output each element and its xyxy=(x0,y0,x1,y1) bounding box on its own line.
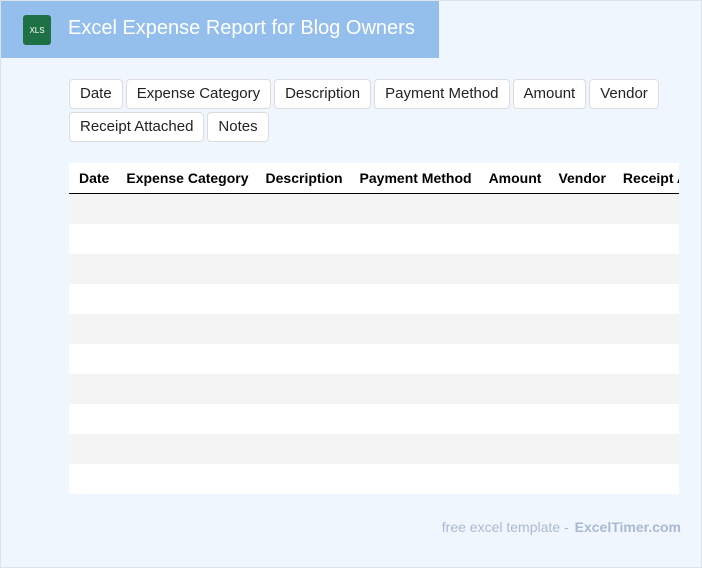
footer-link[interactable]: ExcelTimer.com xyxy=(574,519,681,535)
column-header: Expense Category xyxy=(126,170,249,186)
column-header: Vendor xyxy=(558,170,606,186)
footer: free excel template - ExcelTimer.com xyxy=(442,519,681,535)
table-header: Date Expense Category Description Payment M… xyxy=(69,163,679,194)
field-tag[interactable]: Notes xyxy=(207,112,269,142)
table-row xyxy=(69,224,679,254)
table-row xyxy=(69,284,679,314)
table-row xyxy=(69,314,679,344)
footer-text: free excel template - xyxy=(441,519,569,535)
column-header: Amount xyxy=(488,170,542,186)
table-row xyxy=(69,374,679,404)
field-tag[interactable]: Description xyxy=(274,79,372,109)
table-row xyxy=(69,344,679,374)
header-banner: XLS Excel Expense Report for Blog Owners xyxy=(1,1,439,58)
column-header: Receipt Attached xyxy=(622,170,679,186)
table-row xyxy=(69,434,679,464)
field-tag[interactable]: Vendor xyxy=(589,79,659,109)
table-row xyxy=(69,404,679,434)
column-header: Date xyxy=(79,170,110,186)
table-row xyxy=(69,194,679,224)
table-row xyxy=(69,464,679,494)
table-row xyxy=(69,254,679,284)
table: Date Expense Category Description Payment M… xyxy=(69,163,679,494)
field-tag[interactable]: Date xyxy=(69,79,123,109)
column-header: Payment Method xyxy=(359,170,472,186)
field-tag[interactable]: Payment Method xyxy=(374,79,510,109)
column-header: Description xyxy=(265,170,343,186)
page-title: Excel Expense Report for Blog Owners xyxy=(68,17,415,39)
file-icon: XLS xyxy=(23,15,51,45)
field-tag[interactable]: Receipt Attached xyxy=(69,112,205,142)
table-body xyxy=(69,194,679,494)
field-tag[interactable]: Expense Category xyxy=(125,79,272,109)
field-tags: Date Expense Category Description Payment M… xyxy=(69,79,669,142)
field-tag[interactable]: Amount xyxy=(512,79,587,109)
